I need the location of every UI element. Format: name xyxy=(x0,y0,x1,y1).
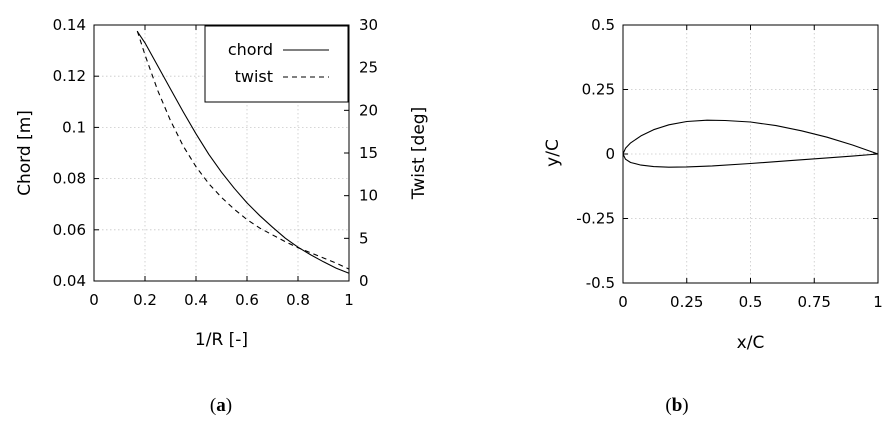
b-x-tick-label: 0.5 xyxy=(739,293,763,311)
a-series-line-twist xyxy=(136,30,350,270)
panel-b-airfoil: 0 0.25 0.5 0.75 1 -0.5 -0.25 0 0.25 0.5 x/C y/C (… xyxy=(543,16,883,416)
panel-a-y-axis-label: Chord [m] xyxy=(15,110,35,196)
a-y2-tick-label: 15 xyxy=(359,144,378,162)
panel-b-x-axis-label: x/C xyxy=(737,333,765,353)
b-y-tick-label: 0 xyxy=(605,145,615,163)
b-series-line-curve-0 xyxy=(622,119,879,168)
panel-a-ticks: 0 0.2 0.4 0.6 0.8 1 0.04 0.06 0.08 0.1 0.12 0.14 0 5 1… xyxy=(53,16,379,309)
panel-a-y2-axis-label: Twist [deg] xyxy=(409,107,429,200)
panel-b-grid xyxy=(623,25,878,283)
a-y-tick-label: 0.14 xyxy=(53,16,86,34)
b-y-tick-label: -0.5 xyxy=(586,274,615,292)
a-x-tick-label: 0.4 xyxy=(184,291,208,309)
legend-label-twist: twist xyxy=(235,67,273,86)
caption-b-open: ( xyxy=(665,395,671,416)
a-y2-tick-label: 20 xyxy=(359,101,378,119)
a-y2-tick-label: 0 xyxy=(359,272,369,290)
a-y-tick-label: 0.04 xyxy=(53,272,86,290)
a-x-tick-label: 1 xyxy=(344,291,354,309)
panel-b-ticks: 0 0.25 0.5 0.75 1 -0.5 -0.25 0 0.25 0.5 xyxy=(576,16,883,311)
b-x-tick-label: 0 xyxy=(618,293,628,311)
panel-a-x-axis-label: 1/R [-] xyxy=(195,330,248,350)
a-x-tick-label: 0.6 xyxy=(235,291,259,309)
a-x-tick-label: 0.2 xyxy=(133,291,157,309)
b-y-tick-label: 0.5 xyxy=(591,16,615,34)
caption-a-close: ) xyxy=(226,395,232,416)
b-x-tick-label: 1 xyxy=(873,293,883,311)
panel-a-caption: (a) xyxy=(210,395,232,416)
b-x-tick-label: 0.25 xyxy=(670,293,703,311)
a-series-line-chord xyxy=(136,31,350,274)
a-y2-tick-label: 30 xyxy=(359,16,378,34)
a-x-tick-label: 0 xyxy=(89,291,99,309)
a-y2-tick-label: 25 xyxy=(359,59,378,77)
b-y-tick-label: -0.25 xyxy=(576,210,615,228)
a-y-tick-label: 0.1 xyxy=(62,118,86,136)
legend-label-chord: chord xyxy=(228,40,273,59)
panel-b-y-axis-label: y/C xyxy=(543,139,563,167)
a-y-tick-label: 0.12 xyxy=(53,67,86,85)
b-y-tick-label: 0.25 xyxy=(582,81,615,99)
panel-a-series xyxy=(136,30,350,274)
a-x-tick-label: 0.8 xyxy=(286,291,310,309)
a-y-tick-label: 0.06 xyxy=(53,221,86,239)
panel-a-legend: chord twist xyxy=(204,25,349,103)
caption-a-open: ( xyxy=(210,395,216,416)
panel-b-series xyxy=(622,119,879,168)
legend-box xyxy=(204,25,349,103)
a-y2-tick-label: 5 xyxy=(359,229,369,247)
b-x-tick-label: 0.75 xyxy=(798,293,831,311)
caption-b-close: ) xyxy=(682,395,688,416)
panel-a-chord-twist: 0 0.2 0.4 0.6 0.8 1 0.04 0.06 0.08 0.1 0.12 0.14 0 5 1… xyxy=(15,16,429,416)
panel-b-caption: (b) xyxy=(665,395,688,416)
a-y-tick-label: 0.08 xyxy=(53,170,86,188)
caption-b-letter: b xyxy=(672,395,683,416)
a-y2-tick-label: 10 xyxy=(359,187,378,205)
caption-a-letter: a xyxy=(216,395,226,416)
